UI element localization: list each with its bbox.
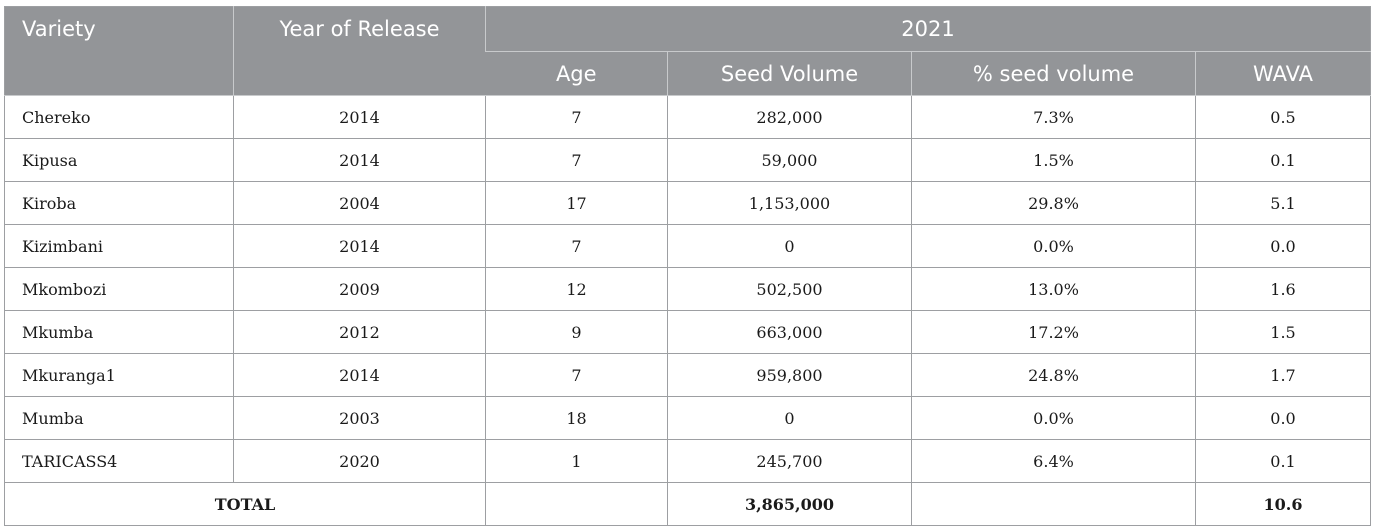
cell-age: 7 xyxy=(485,353,668,397)
cell-age: 7 xyxy=(485,138,668,182)
table-row: Kiroba 2004 17 1,153,000 29.8% 5.1 xyxy=(4,181,1372,225)
cell-age: 1 xyxy=(485,439,668,483)
cell-wava: 1.5 xyxy=(1194,310,1372,354)
cell-wava: 0.0 xyxy=(1194,396,1372,440)
cell-age: 12 xyxy=(485,267,668,311)
cell-wava: 1.7 xyxy=(1194,353,1372,397)
cell-variety: Mkuranga1 xyxy=(4,353,234,397)
cell-year: 2014 xyxy=(233,138,486,182)
table-body: Chereko 2014 7 282,000 7.3% 0.5 Kipusa 2… xyxy=(4,95,1372,526)
cell-seed-volume: 663,000 xyxy=(667,310,912,354)
cell-year: 2003 xyxy=(233,396,486,440)
cell-year: 2004 xyxy=(233,181,486,225)
table-row: Mkombozi 2009 12 502,500 13.0% 1.6 xyxy=(4,267,1372,311)
table-row: Mumba 2003 18 0 0.0% 0.0 xyxy=(4,396,1372,440)
cell-year: 2012 xyxy=(233,310,486,354)
total-pct-empty xyxy=(911,482,1196,526)
cell-seed-volume: 0 xyxy=(667,224,912,268)
cell-seed-volume: 245,700 xyxy=(667,439,912,483)
cell-pct-seed-volume: 17.2% xyxy=(911,310,1196,354)
header-wava: WAVA xyxy=(1194,51,1371,96)
table-row: Mkuranga1 2014 7 959,800 24.8% 1.7 xyxy=(4,353,1372,397)
total-wava: 10.6 xyxy=(1194,482,1372,526)
cell-pct-seed-volume: 24.8% xyxy=(911,353,1196,397)
header-year-of-release: Year of Release xyxy=(233,6,486,96)
cell-age: 7 xyxy=(485,95,668,139)
cell-variety: Kipusa xyxy=(4,138,234,182)
header-year-group: 2021 xyxy=(484,6,1371,52)
cell-pct-seed-volume: 7.3% xyxy=(911,95,1196,139)
cell-seed-volume: 0 xyxy=(667,396,912,440)
cell-wava: 0.0 xyxy=(1194,224,1372,268)
table-row: Kizimbani 2014 7 0 0.0% 0.0 xyxy=(4,224,1372,268)
cell-age: 9 xyxy=(485,310,668,354)
cell-seed-volume: 59,000 xyxy=(667,138,912,182)
total-seed-volume: 3,865,000 xyxy=(667,482,912,526)
cell-pct-seed-volume: 29.8% xyxy=(911,181,1196,225)
cell-age: 18 xyxy=(485,396,668,440)
cell-seed-volume: 282,000 xyxy=(667,95,912,139)
cell-variety: TARICASS4 xyxy=(4,439,234,483)
cell-variety: Mkombozi xyxy=(4,267,234,311)
cell-year: 2014 xyxy=(233,95,486,139)
cell-variety: Kizimbani xyxy=(4,224,234,268)
table-row: Chereko 2014 7 282,000 7.3% 0.5 xyxy=(4,95,1372,139)
total-label: TOTAL xyxy=(4,482,486,526)
cell-wava: 0.5 xyxy=(1194,95,1372,139)
cell-variety: Chereko xyxy=(4,95,234,139)
total-age-empty xyxy=(485,482,668,526)
cell-age: 7 xyxy=(485,224,668,268)
total-row: TOTAL 3,865,000 10.6 xyxy=(4,482,1372,526)
cell-pct-seed-volume: 0.0% xyxy=(911,396,1196,440)
cell-year: 2020 xyxy=(233,439,486,483)
cell-wava: 0.1 xyxy=(1194,138,1372,182)
table-header: Variety Year of Release 2021 Age Seed Vo… xyxy=(4,6,1371,96)
table-row: Mkumba 2012 9 663,000 17.2% 1.5 xyxy=(4,310,1372,354)
cell-age: 17 xyxy=(485,181,668,225)
table-row: Kipusa 2014 7 59,000 1.5% 0.1 xyxy=(4,138,1372,182)
header-variety: Variety xyxy=(4,6,234,96)
cell-variety: Kiroba xyxy=(4,181,234,225)
cell-wava: 0.1 xyxy=(1194,439,1372,483)
table-row: TARICASS4 2020 1 245,700 6.4% 0.1 xyxy=(4,439,1372,483)
cell-pct-seed-volume: 0.0% xyxy=(911,224,1196,268)
cell-pct-seed-volume: 1.5% xyxy=(911,138,1196,182)
cell-variety: Mumba xyxy=(4,396,234,440)
cell-pct-seed-volume: 13.0% xyxy=(911,267,1196,311)
cell-seed-volume: 502,500 xyxy=(667,267,912,311)
cell-wava: 5.1 xyxy=(1194,181,1372,225)
cell-seed-volume: 959,800 xyxy=(667,353,912,397)
seed-volume-table: Variety Year of Release 2021 Age Seed Vo… xyxy=(4,6,1372,526)
table-container: Variety Year of Release 2021 Age Seed Vo… xyxy=(4,6,1372,526)
header-seed-volume: Seed Volume xyxy=(667,51,912,96)
cell-year: 2014 xyxy=(233,353,486,397)
header-pct-seed-volume: % seed volume xyxy=(911,51,1196,96)
cell-year: 2009 xyxy=(233,267,486,311)
cell-variety: Mkumba xyxy=(4,310,234,354)
header-age: Age xyxy=(485,51,668,96)
cell-year: 2014 xyxy=(233,224,486,268)
cell-pct-seed-volume: 6.4% xyxy=(911,439,1196,483)
cell-wava: 1.6 xyxy=(1194,267,1372,311)
cell-seed-volume: 1,153,000 xyxy=(667,181,912,225)
